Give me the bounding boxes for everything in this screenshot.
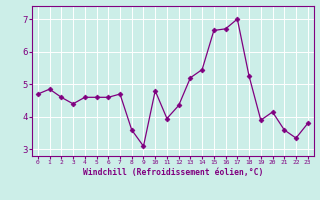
X-axis label: Windchill (Refroidissement éolien,°C): Windchill (Refroidissement éolien,°C) bbox=[83, 168, 263, 177]
